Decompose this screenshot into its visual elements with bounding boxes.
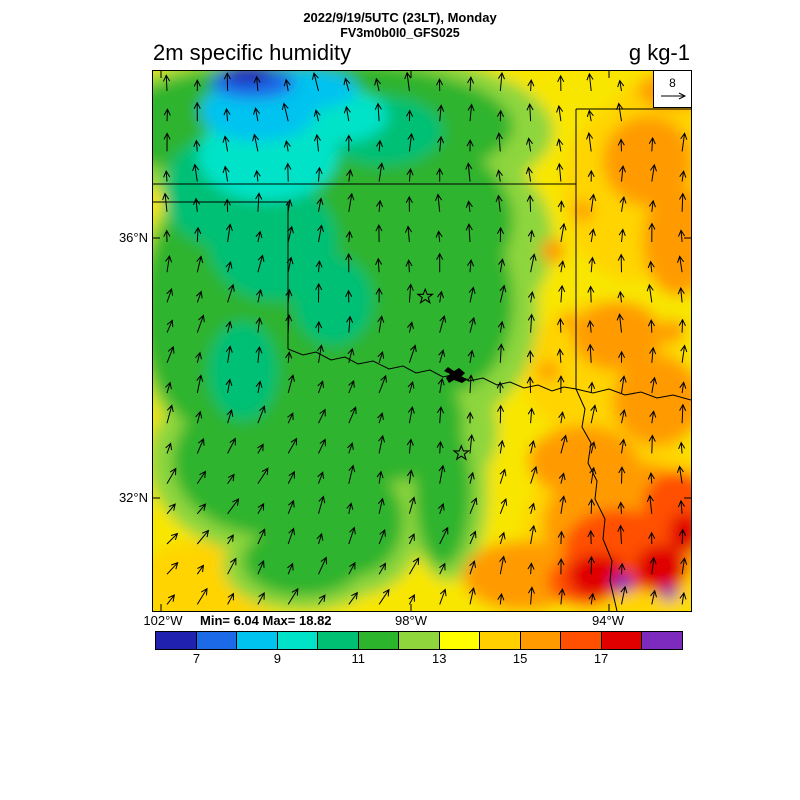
units-label: g kg-1 [628,40,690,65]
colorbar-segment [520,632,562,649]
minmax-label: Min= 6.04 Max= 18.82 [200,613,332,628]
colorbar-segment [358,632,400,649]
colorbar-tick-label: 17 [593,651,609,666]
lat-label-36n: 36°N [118,230,148,245]
wind-arrows [162,71,688,605]
colorbar-segment [480,632,521,649]
colorbar-segment [196,632,238,649]
reference-vector-arrow-icon [660,92,686,100]
star-marker [416,287,435,305]
colorbar-segment [561,632,602,649]
colorbar-segment [237,632,278,649]
humidity-map [153,71,691,611]
colorbar-segment [642,632,682,649]
lon-label-98w: 98°W [395,613,427,628]
colorbar-tick-label: 11 [351,651,366,666]
colorbar-segment [156,632,197,649]
reference-vector-value: 8 [669,76,676,91]
colorbar-segment [318,632,359,649]
colorbar [155,631,683,650]
plot-title: 2m specific humidity [153,40,352,65]
colorbar-segment [277,632,319,649]
axis-ticks [153,71,691,611]
reference-vector-box: 8 [653,71,691,108]
datetime-title: 2022/9/19/5UTC (23LT), Monday [303,10,497,25]
state-borders [153,108,691,611]
colorbar-tick-label: 15 [512,651,528,666]
lon-label-94w: 94°W [592,613,624,628]
star-marker [452,444,471,461]
humidity-field [153,71,691,611]
map-area: 8 [152,70,692,612]
model-title: FV3m0b0I0_GFS025 [340,26,460,40]
colorbar-tick-label: 13 [431,651,447,666]
colorbar-tick-label: 9 [273,651,281,666]
colorbar-labels: 7 9 11 13 15 17 [156,651,682,667]
colorbar-segment [439,632,481,649]
colorbar-segment [601,632,643,649]
lake-shape [444,367,468,383]
lat-label-32n: 32°N [118,490,148,505]
colorbar-segment [399,632,440,649]
colorbar-tick-label: 7 [192,651,201,666]
lon-label-102w: 102°W [143,613,183,628]
city-markers [416,287,471,461]
